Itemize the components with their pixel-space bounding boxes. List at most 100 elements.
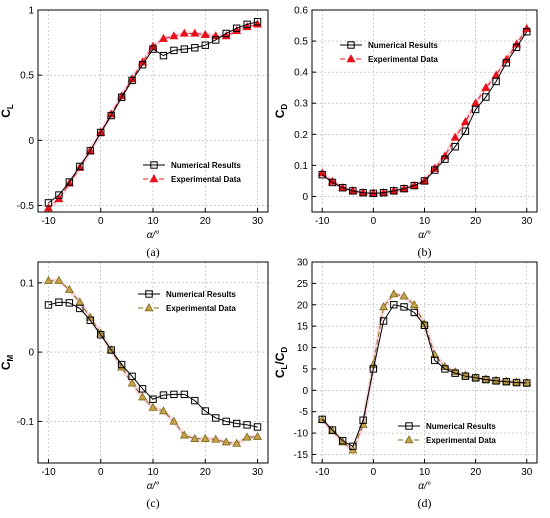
data-point bbox=[502, 378, 511, 386]
y-tick-label: -10 bbox=[294, 429, 309, 440]
x-tick-label: 10 bbox=[147, 467, 159, 478]
data-point bbox=[450, 132, 460, 141]
chart-panel-1: -10 0 10 20 30 -0.5 0 0.5 1 α/° CL (a) Numerical Res… bbox=[0, 6, 269, 259]
data-point bbox=[138, 392, 148, 401]
x-tick-label: -10 bbox=[315, 467, 330, 478]
data-point bbox=[44, 301, 53, 309]
grid bbox=[38, 262, 268, 463]
y-tick-label: -15 bbox=[294, 450, 309, 461]
data-point bbox=[431, 356, 439, 365]
data-point bbox=[523, 379, 531, 387]
x-tick-label: 30 bbox=[521, 467, 533, 478]
x-tick-label: -10 bbox=[41, 467, 56, 478]
data-point bbox=[522, 23, 532, 32]
data-point bbox=[420, 321, 429, 329]
data-point bbox=[390, 187, 398, 195]
data-point bbox=[179, 430, 189, 439]
y-tick-label: 10 bbox=[297, 343, 309, 354]
legend-label: Numerical Results bbox=[166, 290, 236, 299]
data-point bbox=[158, 406, 168, 415]
data-point bbox=[389, 289, 399, 298]
legend-marker bbox=[346, 54, 356, 63]
panel-label: (c) bbox=[146, 496, 159, 510]
legend-marker bbox=[404, 435, 414, 444]
data-point bbox=[179, 28, 189, 37]
data-point bbox=[191, 44, 199, 52]
data-point bbox=[76, 304, 84, 313]
y-tick-label: -5 bbox=[299, 407, 308, 418]
y-tick-label: 0 bbox=[28, 136, 34, 147]
data-point bbox=[117, 360, 126, 369]
data-point bbox=[190, 28, 200, 37]
data-point bbox=[128, 76, 136, 85]
data-point bbox=[221, 437, 231, 446]
data-point bbox=[253, 431, 263, 440]
data-point bbox=[471, 374, 480, 382]
data-point bbox=[349, 187, 357, 195]
data-point bbox=[149, 395, 157, 403]
y-tick-label: 20 bbox=[297, 300, 309, 311]
data-point bbox=[86, 147, 94, 155]
x-tick-label: 20 bbox=[470, 216, 482, 227]
data-point bbox=[201, 41, 209, 49]
data-point bbox=[242, 22, 252, 31]
data-point bbox=[201, 407, 209, 415]
data-point bbox=[450, 367, 460, 376]
data-point bbox=[390, 301, 398, 309]
legend: Numerical Results Experimental Data bbox=[340, 41, 438, 64]
chart-panel-2: -10 0 10 20 30 0 0.1 0.2 0.3 0.4 0.5 0.6 α/° CD (b) Num… bbox=[273, 6, 538, 259]
data-point bbox=[138, 61, 147, 69]
legend-label: Numerical Results bbox=[368, 41, 438, 50]
data-point bbox=[243, 421, 251, 429]
data-point bbox=[501, 376, 511, 385]
data-point bbox=[512, 43, 521, 51]
data-point bbox=[420, 177, 429, 185]
x-tick-label: 30 bbox=[252, 216, 264, 227]
legend-label: Numerical Results bbox=[426, 422, 496, 431]
x-tick-label: 0 bbox=[371, 216, 377, 227]
y-tick-label: 0.2 bbox=[294, 130, 308, 141]
data-point bbox=[222, 29, 230, 38]
y-tick-label: 5 bbox=[302, 364, 308, 375]
x-tick-label: 0 bbox=[98, 216, 104, 227]
data-point bbox=[369, 365, 378, 373]
data-point bbox=[349, 442, 357, 451]
series-numerical-results bbox=[44, 18, 262, 207]
y-tick-label: 30 bbox=[297, 258, 309, 269]
data-point bbox=[253, 423, 262, 431]
data-point bbox=[117, 91, 127, 100]
legend-label: Experimental Data bbox=[171, 175, 241, 184]
data-point bbox=[461, 127, 470, 135]
data-point bbox=[400, 303, 408, 311]
data-point bbox=[460, 117, 470, 126]
data-point bbox=[127, 378, 137, 387]
data-point bbox=[410, 308, 418, 317]
data-point bbox=[410, 181, 418, 190]
chart-panel-3: -10 0 10 20 30 -0.1 0 0.1 α/° CM (c) Numerical Resu… bbox=[0, 261, 269, 510]
x-tick-label: -10 bbox=[315, 216, 330, 227]
y-tick-label: -0.1 bbox=[17, 417, 35, 428]
y-axis-label: CD bbox=[273, 104, 289, 119]
legend-marker bbox=[150, 161, 158, 169]
y-axis-label: CL bbox=[0, 104, 15, 118]
x-tick-label: 30 bbox=[252, 467, 264, 478]
data-point bbox=[97, 331, 105, 339]
legend: Numerical Results Experimental Data bbox=[138, 290, 236, 313]
data-point bbox=[211, 434, 221, 443]
data-point bbox=[190, 433, 200, 442]
data-point bbox=[43, 203, 53, 212]
x-tick-label: 10 bbox=[419, 467, 431, 478]
data-point bbox=[451, 369, 459, 377]
data-point bbox=[379, 317, 388, 325]
panel-label: (a) bbox=[146, 245, 159, 259]
data-point bbox=[328, 426, 337, 434]
x-axis-label: α/° bbox=[418, 230, 430, 241]
data-point bbox=[522, 377, 532, 386]
data-point bbox=[431, 166, 439, 174]
y-axis-label: CM bbox=[0, 355, 15, 371]
data-point bbox=[317, 168, 327, 177]
data-point bbox=[253, 18, 262, 26]
legend-label: Experimental Data bbox=[166, 304, 236, 313]
data-point bbox=[379, 189, 388, 197]
data-point bbox=[359, 189, 367, 197]
